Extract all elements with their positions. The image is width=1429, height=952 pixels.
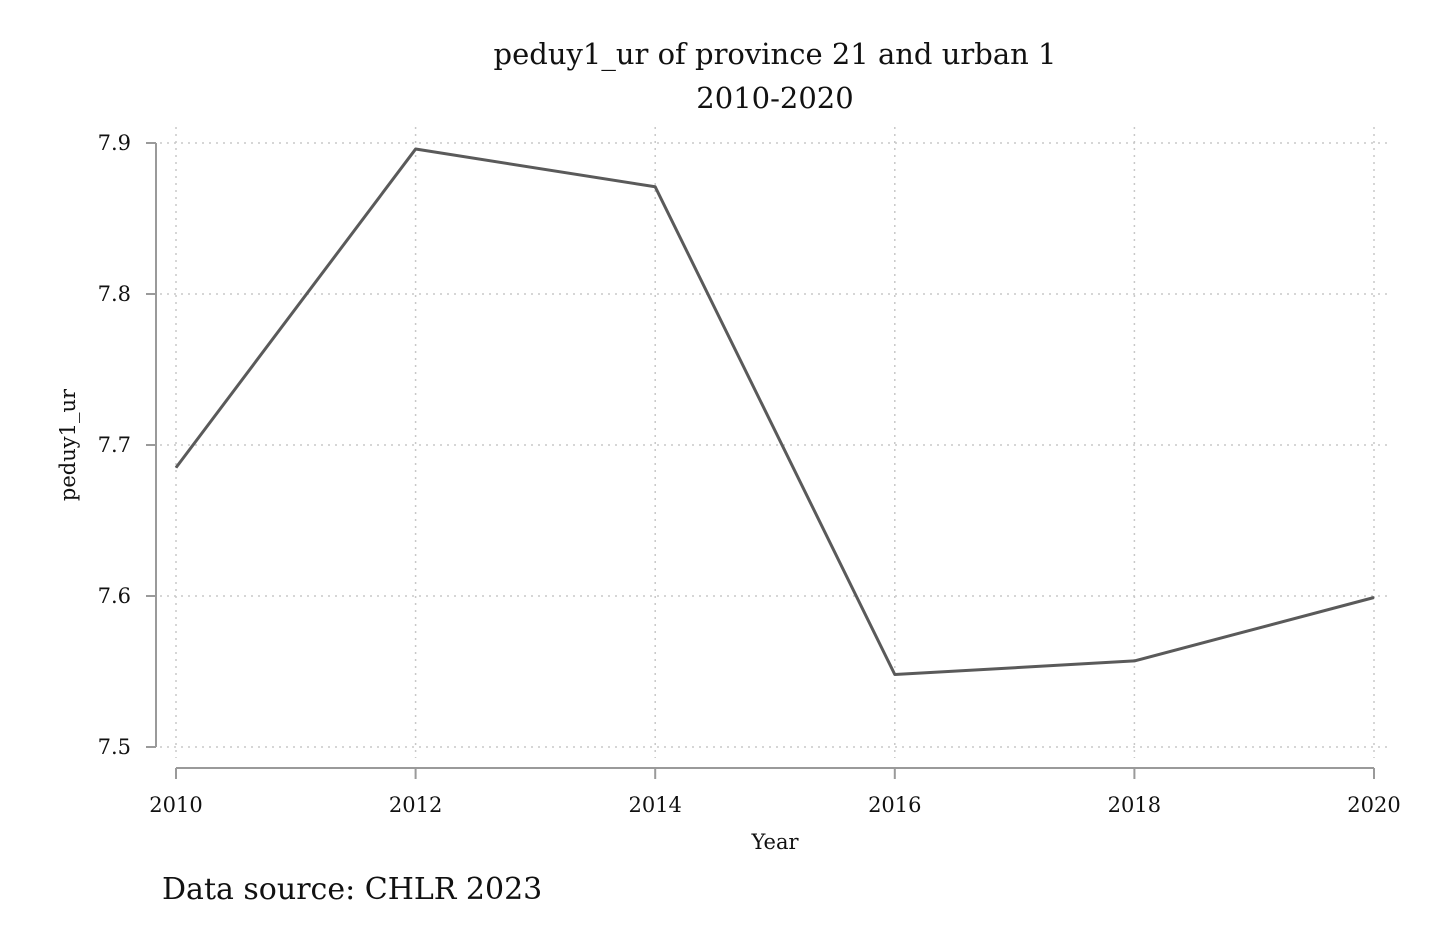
gridlines (146, 127, 1392, 758)
y-tick-label: 7.8 (98, 282, 131, 306)
x-tick-label: 2014 (628, 793, 681, 817)
chart-subtitle: 2010-2020 (696, 81, 853, 115)
y-tick-label: 7.6 (98, 584, 131, 608)
data-point (1133, 660, 1135, 662)
y-tick-label: 7.9 (98, 131, 131, 155)
data-source-note: Data source: CHLR 2023 (162, 872, 543, 907)
data-point (654, 186, 656, 188)
series-line (174, 147, 1375, 677)
x-tick-label: 2018 (1108, 793, 1161, 817)
x-axis-ticks: 2010 2012 2014 2016 2018 2020 (149, 768, 1401, 817)
data-point (1373, 597, 1375, 599)
x-tick-label: 2010 (149, 793, 202, 817)
chart-title: peduy1_ur of province 21 and urban 1 (494, 37, 1057, 72)
y-tick-label: 7.5 (98, 735, 131, 759)
x-tick-label: 2012 (389, 793, 442, 817)
x-axis-label: Year (750, 830, 799, 854)
y-axis-label: peduy1_ur (56, 388, 80, 501)
y-axis-ticks: 7.5 7.6 7.7 7.8 7.9 (98, 131, 156, 759)
y-tick-label: 7.7 (98, 433, 131, 457)
x-tick-label: 2020 (1347, 793, 1400, 817)
x-tick-label: 2016 (868, 793, 921, 817)
data-point (175, 467, 177, 469)
series-layer (174, 147, 1375, 677)
data-point (894, 674, 896, 676)
data-point (415, 148, 417, 150)
